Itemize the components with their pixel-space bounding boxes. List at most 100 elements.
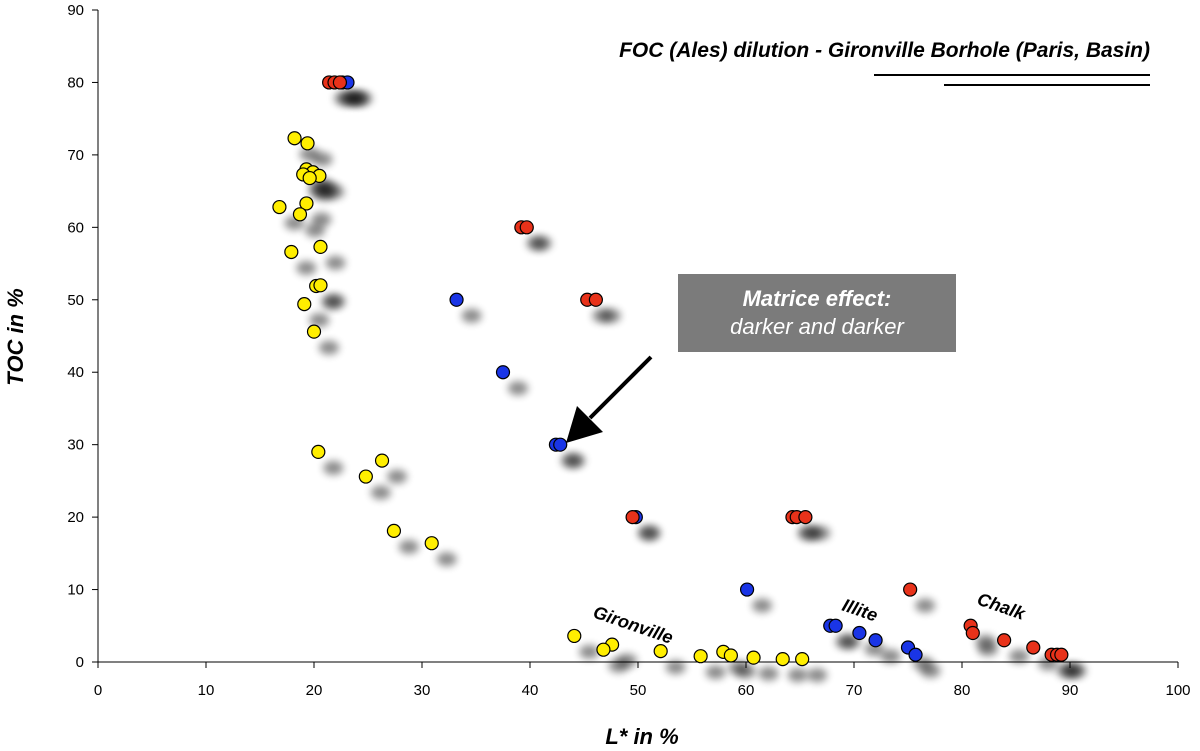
blue-data-point (908, 647, 923, 662)
yellow-data-point (302, 170, 317, 186)
point-shadow (735, 664, 756, 679)
x-tick-label: 70 (846, 682, 863, 699)
x-tick-label: 80 (954, 682, 971, 699)
point-shadow (600, 308, 621, 323)
callout-box: Matrice effect: darker and darker (678, 274, 956, 352)
yellow-data-point (313, 239, 328, 254)
point-shadow (752, 598, 773, 613)
blue-data-point (553, 437, 568, 452)
point-shadow (314, 187, 335, 202)
y-tick-label: 10 (67, 582, 84, 599)
axes: 0 10 20 30 40 50 60 70 80 90 100 0 10 20 30 40 50 60 70 80 9… (67, 2, 1190, 699)
point-shadow (1009, 649, 1030, 664)
blue-data-point (739, 582, 755, 597)
point-shadow (304, 223, 325, 238)
red-data-point (1026, 640, 1041, 655)
blue-data-point (868, 633, 883, 648)
y-tick-label: 30 (67, 437, 84, 454)
point-shadow (309, 313, 330, 328)
yellow-data-point (424, 536, 439, 551)
yellow-data-point (284, 244, 299, 260)
point-shadow (915, 598, 936, 613)
x-tick-label: 40 (522, 682, 539, 699)
callout-arrow (566, 355, 653, 443)
point-shadow (787, 668, 808, 683)
yellow-data-point (596, 642, 611, 657)
yellow-data-point (299, 196, 314, 211)
x-axis-title: L* in % (605, 724, 678, 749)
yellow-data-point (292, 207, 308, 222)
blue-data-point (828, 618, 843, 633)
point-shadow (977, 642, 998, 657)
callout-title: Matrice effect: (742, 286, 892, 311)
yellow-data-point (300, 136, 315, 151)
point-shadow (436, 552, 457, 567)
group-label-gironville: Gironville (591, 602, 676, 648)
point-shadow (344, 91, 365, 106)
x-tick-label: 50 (630, 682, 647, 699)
group-label-illite: Illite (840, 595, 881, 626)
y-tick-label: 90 (67, 2, 84, 19)
blue-data-point (495, 365, 511, 380)
y-axis-title: TOC in % (3, 288, 28, 385)
point-shadow (579, 644, 600, 659)
y-tick-label: 20 (67, 509, 84, 526)
data-points (272, 75, 1069, 667)
point-shadow (810, 526, 831, 541)
point-shadow (565, 453, 586, 468)
point-shadow (319, 340, 339, 355)
y-tick-label: 80 (67, 74, 84, 91)
x-tick-label: 100 (1165, 682, 1190, 699)
x-tick-label: 90 (1062, 682, 1079, 699)
point-shadow (531, 236, 552, 251)
yellow-data-point (313, 278, 328, 293)
y-tick-label: 0 (76, 654, 84, 671)
red-data-point (519, 220, 534, 235)
callout-text: darker and darker (730, 314, 904, 339)
y-tick-label: 70 (67, 147, 84, 164)
y-tick-label: 50 (67, 292, 84, 309)
yellow-data-point (653, 644, 668, 659)
yellow-data-point (374, 453, 390, 468)
red-data-point (965, 625, 980, 641)
point-shadow (387, 469, 408, 484)
point-shadow (705, 665, 726, 680)
chart-title: FOC (Ales) dilution - Gironville Borhole… (619, 39, 1150, 62)
red-data-point (625, 510, 640, 525)
yellow-data-point (746, 650, 761, 665)
point-shadow (312, 152, 333, 167)
point-shadow (461, 308, 482, 323)
y-tick-label: 40 (67, 364, 84, 381)
point-shadow (920, 663, 941, 678)
yellow-data-point (386, 523, 402, 538)
y-tick-label: 60 (67, 219, 84, 236)
yellow-data-point (297, 297, 312, 312)
yellow-data-point (306, 324, 322, 339)
point-shadow (370, 485, 391, 500)
point-shadow (1066, 663, 1087, 678)
x-tick-label: 10 (198, 682, 215, 699)
group-label-chalk: Chalk (975, 589, 1029, 624)
red-data-point (997, 633, 1012, 648)
yellow-data-point (287, 131, 302, 146)
point-shadow (758, 666, 779, 681)
x-tick-label: 20 (306, 682, 323, 699)
red-data-point (903, 582, 918, 597)
point-shadow (880, 649, 901, 664)
red-data-point (798, 510, 813, 525)
point-shadow (608, 658, 629, 673)
point-shadow (665, 660, 686, 675)
yellow-data-point (567, 628, 582, 644)
yellow-data-point (693, 649, 708, 664)
point-shadow (398, 539, 419, 554)
yellow-data-point (311, 444, 326, 460)
yellow-data-point (723, 648, 738, 663)
point-shadow (637, 526, 658, 541)
point-shadow (325, 294, 346, 309)
x-tick-label: 60 (738, 682, 755, 699)
blue-data-point (852, 625, 867, 641)
x-tick-label: 30 (414, 682, 431, 699)
x-tick-label: 0 (94, 682, 102, 699)
yellow-data-point (795, 652, 810, 667)
